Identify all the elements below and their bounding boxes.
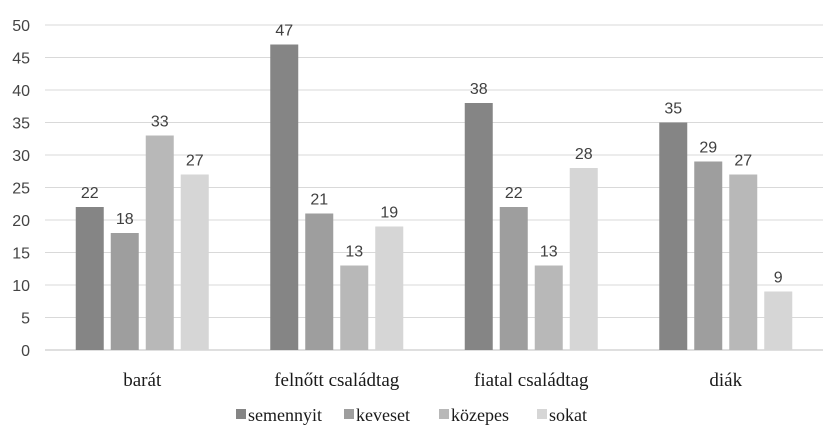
y-tick-label: 10 — [12, 278, 30, 295]
bar-közepes-3 — [729, 174, 758, 350]
data-label: 13 — [540, 244, 558, 261]
y-tick-label: 40 — [12, 83, 30, 100]
bar-közepes-2 — [534, 265, 563, 350]
legend-swatch — [439, 409, 449, 419]
bar-közepes-0 — [145, 135, 174, 350]
data-label: 28 — [575, 146, 593, 163]
y-tick-label: 0 — [21, 343, 30, 360]
category-label: barát — [123, 370, 162, 391]
bar-sokat-2 — [569, 168, 598, 350]
y-tick-label: 25 — [12, 181, 30, 198]
legend-label: semennyit — [248, 405, 322, 425]
data-label: 18 — [116, 211, 134, 228]
y-tick-label: 45 — [12, 51, 30, 68]
data-label: 33 — [151, 114, 169, 131]
bar-sokat-3 — [764, 291, 793, 350]
category-label: fiatal családtag — [474, 370, 589, 391]
y-tick-label: 5 — [21, 311, 30, 328]
y-tick-label: 30 — [12, 148, 30, 165]
data-label: 27 — [734, 153, 752, 170]
category-label: diák — [709, 370, 742, 391]
legend-label: közepes — [451, 405, 509, 425]
data-label: 38 — [470, 81, 488, 98]
bar-keveset-0 — [110, 233, 139, 350]
bar-keveset-1 — [305, 213, 334, 350]
y-tick-label: 20 — [12, 213, 30, 230]
data-label: 47 — [275, 23, 293, 40]
data-label: 19 — [380, 205, 398, 222]
legend-swatch — [236, 409, 246, 419]
y-tick-label: 15 — [12, 246, 30, 263]
data-label: 29 — [699, 140, 717, 157]
bar-keveset-3 — [694, 161, 723, 350]
bar-közepes-1 — [340, 265, 369, 350]
data-label: 22 — [505, 185, 523, 202]
bar-semennyit-3 — [659, 122, 688, 350]
bar-semennyit-1 — [270, 44, 299, 350]
data-label: 35 — [664, 101, 682, 118]
data-label: 21 — [310, 192, 328, 209]
bar-keveset-2 — [499, 207, 528, 350]
legend-label: keveset — [356, 405, 410, 425]
data-label: 27 — [186, 153, 204, 170]
bar-semennyit-0 — [75, 207, 104, 350]
legend-swatch — [344, 409, 354, 419]
legend-swatch — [537, 409, 547, 419]
bar-sokat-1 — [375, 226, 404, 350]
y-tick-label: 35 — [12, 116, 30, 133]
data-label: 13 — [345, 244, 363, 261]
data-label: 9 — [774, 270, 783, 287]
category-label: felnőtt családtag — [274, 370, 400, 391]
bar-semennyit-2 — [464, 103, 493, 350]
data-label: 22 — [81, 185, 99, 202]
bar-sokat-0 — [180, 174, 209, 350]
y-tick-label: 50 — [12, 18, 30, 35]
legend-label: sokat — [549, 405, 587, 425]
